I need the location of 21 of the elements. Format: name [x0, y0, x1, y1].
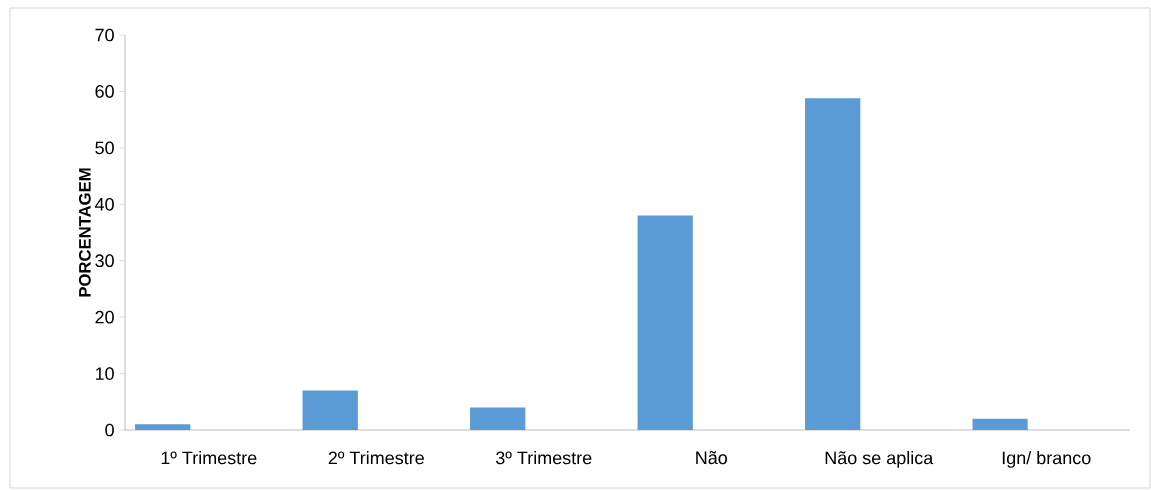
x-tick-label: 2º Trimestre [328, 451, 424, 465]
y-tick-label: 70 [95, 28, 114, 42]
x-tick-label: Ign/ branco [1002, 451, 1091, 468]
bar [135, 424, 191, 430]
x-tick-label: Não [696, 451, 728, 465]
y-tick-label: 60 [95, 85, 114, 98]
y-tick-label: 50 [95, 141, 114, 155]
bar [470, 407, 526, 430]
bar [302, 390, 358, 430]
y-tick-label: 20 [95, 310, 114, 324]
bar [805, 98, 861, 430]
bar [972, 418, 1028, 430]
x-tick-label: Não se aplica [825, 451, 934, 468]
y-tick-label: 30 [95, 254, 114, 268]
y-tick-label: 40 [95, 197, 114, 211]
bar [637, 215, 693, 430]
y-axis-title: PORCENTAGEM [78, 168, 91, 297]
y-tick-label: 0 [105, 423, 114, 437]
x-tick-label: 1º Trimestre [161, 451, 257, 465]
x-tick-label: 3º Trimestre [495, 451, 592, 465]
y-tick-label: 10 [95, 367, 114, 380]
